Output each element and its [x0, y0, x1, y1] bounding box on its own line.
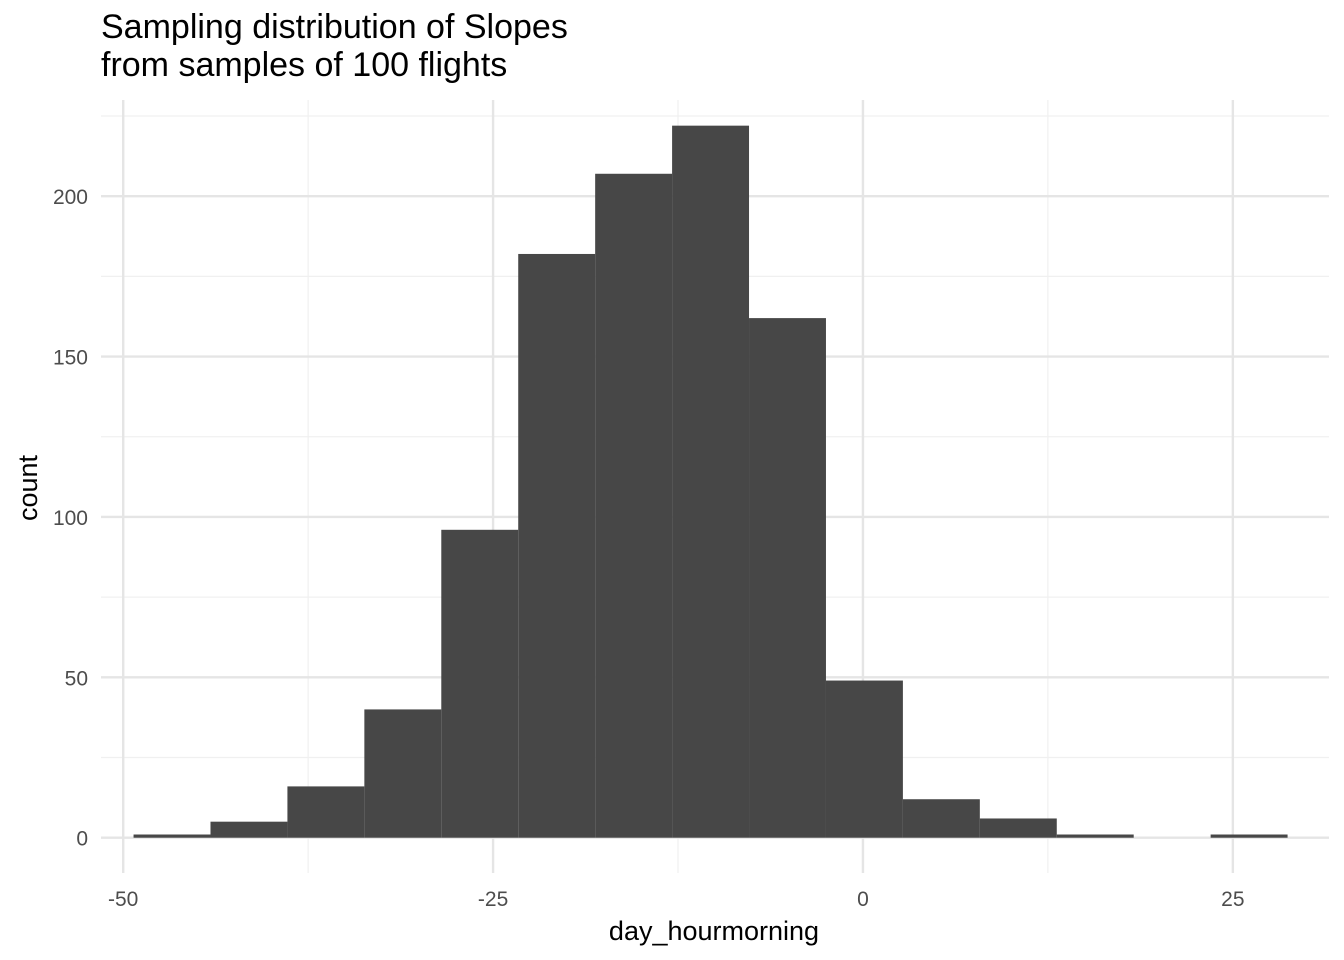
y-axis-label: count — [13, 454, 43, 521]
histogram-bar — [287, 786, 365, 838]
histogram-bar — [518, 253, 596, 838]
histogram-bar — [133, 834, 211, 838]
chart-title-line-2: from samples of 100 flights — [101, 46, 508, 84]
histogram-bar — [210, 821, 288, 838]
y-tick-label: 0 — [76, 828, 88, 851]
histogram-bar — [1056, 834, 1134, 838]
histogram-bar — [749, 318, 826, 838]
chart-title-line-1: Sampling distribution of Slopes — [101, 8, 568, 46]
x-tick-label: -25 — [478, 888, 508, 911]
histogram-bar — [1210, 834, 1288, 838]
y-tick-label: 150 — [53, 347, 88, 370]
histogram-bar — [902, 799, 980, 838]
histogram-bar — [441, 529, 519, 838]
x-tick-label: 0 — [857, 888, 869, 911]
histogram-bar — [364, 709, 442, 838]
histogram-bar — [825, 680, 903, 838]
histogram-bar — [979, 818, 1057, 838]
histogram-bar — [595, 173, 673, 838]
y-tick-label: 100 — [53, 507, 88, 530]
x-tick-label: 25 — [1221, 888, 1244, 911]
histogram-bar — [672, 125, 750, 838]
y-tick-label: 50 — [65, 667, 88, 690]
bar-layer — [133, 125, 1288, 838]
y-tick-label: 200 — [53, 186, 88, 209]
tick-label-layer: 0 50 100 150 200 -50 -25 0 25 — [53, 186, 1245, 911]
x-tick-label: -50 — [108, 888, 138, 911]
x-axis-label: day_hourmorning — [609, 916, 819, 946]
